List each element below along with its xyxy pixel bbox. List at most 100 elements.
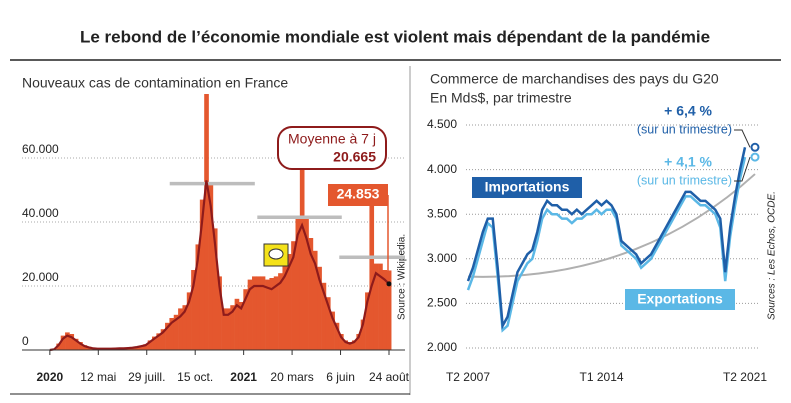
bar xyxy=(325,297,331,350)
bar xyxy=(238,302,244,350)
last-value-label: 24.853 xyxy=(337,186,380,202)
bar xyxy=(308,238,314,350)
bar xyxy=(56,343,62,350)
bar xyxy=(247,279,253,350)
bar xyxy=(69,334,75,350)
average-last-point xyxy=(386,281,392,287)
bar xyxy=(134,346,140,350)
bar xyxy=(299,161,305,350)
end-point xyxy=(750,142,760,152)
bar xyxy=(138,345,144,350)
x-tick-label: T2 2007 xyxy=(446,370,490,384)
x-tick-label: T1 2014 xyxy=(580,370,624,384)
bar xyxy=(343,340,348,350)
bar xyxy=(352,340,357,350)
chat-bubble xyxy=(268,248,284,260)
bar xyxy=(169,318,175,350)
x-tick-label: 15 oct. xyxy=(177,370,213,384)
bar xyxy=(212,228,218,350)
bar xyxy=(265,279,270,350)
bar xyxy=(378,263,383,350)
bar xyxy=(386,270,392,350)
bar xyxy=(182,305,188,350)
bar xyxy=(317,266,322,350)
bar xyxy=(73,338,79,350)
bar xyxy=(273,276,279,350)
left-source: Source : Wikipedia. xyxy=(397,234,408,320)
x-tick-label: 2020 xyxy=(36,370,63,384)
legend-box xyxy=(625,289,735,310)
change-leader xyxy=(734,129,751,148)
bar xyxy=(217,276,222,350)
bar xyxy=(221,308,227,350)
x-tick-label: 29 juill. xyxy=(128,370,165,384)
bar xyxy=(60,335,66,350)
y-tick-label: 4.500 xyxy=(427,117,457,131)
last-value-box xyxy=(328,184,388,206)
bar xyxy=(256,276,262,350)
change-note: (sur un trimestre) xyxy=(637,173,732,187)
bar xyxy=(338,334,344,350)
series-line xyxy=(466,156,747,333)
bar xyxy=(291,241,296,350)
bar xyxy=(243,289,248,350)
left-title: Nouveaux cas de contamination en France xyxy=(22,75,288,91)
bar xyxy=(186,292,192,350)
legend-label: Exportations xyxy=(637,291,723,307)
y-tick-label: 0 xyxy=(22,334,29,348)
y-tick-label: 2.500 xyxy=(427,296,457,310)
change-label: + 4,1 % xyxy=(664,154,712,170)
legend-label: Importations xyxy=(485,179,570,195)
y-tick-label: 60.000 xyxy=(22,142,59,156)
bar xyxy=(230,305,235,350)
bar xyxy=(252,276,257,350)
bar xyxy=(191,270,196,350)
right-source: Sources : Les Echos, OCDE. xyxy=(767,191,778,320)
x-tick-label: 6 juin xyxy=(326,370,355,384)
bar xyxy=(330,311,335,350)
legend-box xyxy=(472,177,582,198)
average-callout xyxy=(277,126,387,170)
right-title: Commerce de marchandises des pays du G20 xyxy=(430,71,719,87)
change-leader xyxy=(734,156,751,182)
bar xyxy=(312,250,318,350)
bar xyxy=(282,263,288,350)
bar xyxy=(334,322,340,350)
bar xyxy=(195,244,201,350)
change-label: + 6,4 % xyxy=(664,103,712,119)
bar xyxy=(365,292,370,350)
bar xyxy=(152,336,157,350)
change-note: (sur un trimestre) xyxy=(637,122,732,136)
trend-line xyxy=(467,173,756,278)
main-title: Le rebond de l’économie mondiale est vio… xyxy=(80,27,710,46)
right-subtitle: En Mds$, par trimestre xyxy=(430,90,572,106)
x-tick-label: T2 2021 xyxy=(723,370,767,384)
bar xyxy=(165,322,170,350)
bar xyxy=(82,345,88,350)
y-tick-label: 3.500 xyxy=(427,206,457,220)
bar xyxy=(65,332,70,350)
x-tick-label: 20 mars xyxy=(270,370,313,384)
average-name: Moyenne à 7 j xyxy=(288,131,376,147)
bar xyxy=(260,276,266,350)
series-line xyxy=(466,147,747,330)
bar xyxy=(204,94,209,350)
bar xyxy=(160,329,166,350)
y-tick-label: 40.000 xyxy=(22,206,59,220)
bar xyxy=(295,215,301,350)
bar xyxy=(347,342,353,350)
end-point xyxy=(750,152,760,162)
bar xyxy=(278,273,283,350)
bar xyxy=(143,344,148,350)
bar xyxy=(269,278,275,350)
bar xyxy=(208,183,214,350)
y-tick-label: 20.000 xyxy=(22,270,59,284)
bar xyxy=(156,333,162,350)
bar xyxy=(373,263,379,350)
bar xyxy=(369,196,375,350)
bar xyxy=(225,308,231,350)
bar xyxy=(286,254,292,350)
y-tick-label: 3.000 xyxy=(427,251,457,265)
y-tick-label: 2.000 xyxy=(427,340,457,354)
